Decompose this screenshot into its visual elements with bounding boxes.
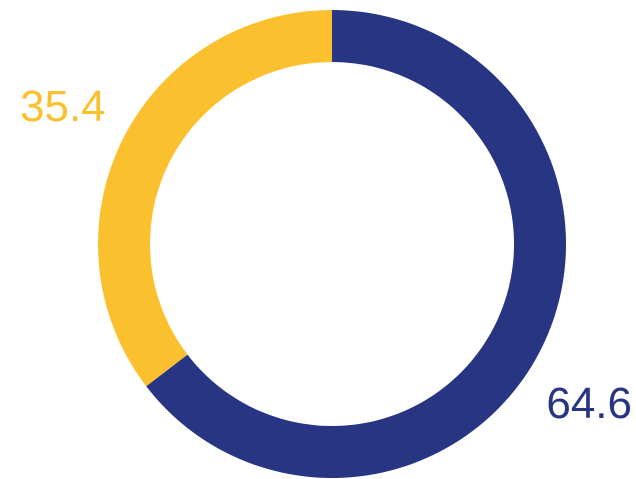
slice-value-label-1: 35.4 [20,82,106,131]
slice-value-label-0: 64.6 [546,379,632,428]
donut-slice-1 [97,10,332,387]
